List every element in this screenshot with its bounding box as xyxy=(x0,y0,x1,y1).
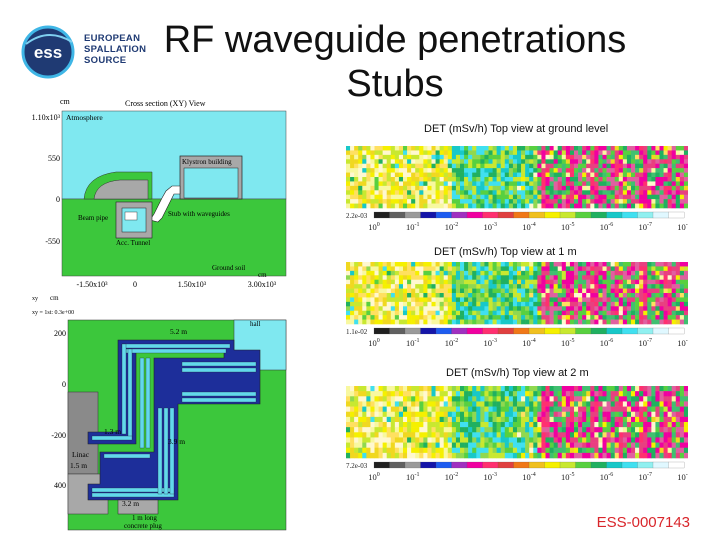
label-klystron: Klystron building xyxy=(182,158,232,166)
xy-xtick: 3.00x10³ xyxy=(248,280,277,289)
xy-ytick: 0 xyxy=(56,195,60,204)
logo-mark: ess xyxy=(34,43,62,62)
colorbar-tick: 10-3 xyxy=(484,472,498,482)
logo-text: EUROPEAN SPALLATION SOURCE xyxy=(84,33,146,66)
colorbar-tick: 10-2 xyxy=(445,472,459,482)
label-stub: Stub with waveguides xyxy=(168,210,230,218)
colorbar-tick: 10-8 xyxy=(677,338,688,348)
colorbar-tick: 10-6 xyxy=(600,222,614,232)
logo-line1: EUROPEAN xyxy=(84,33,141,44)
label-atmosphere: Atmosphere xyxy=(66,113,103,122)
label-5-2m: 5.2 m xyxy=(170,327,187,336)
title-line1: RF waveguide penetrations xyxy=(163,19,627,61)
corner-plane: xy = 1st: 0.3e+00 xyxy=(32,310,74,316)
label-ground-soil: Ground soil xyxy=(212,264,245,272)
label-plug-2: concrete plug xyxy=(124,522,162,530)
dose-caption-ground: DET (mSv/h) Top view at ground level xyxy=(424,123,609,135)
zoom-ytick: 400 xyxy=(54,481,66,490)
ground-soil-region xyxy=(61,198,287,277)
dose-caption-1m: DET (mSv/h) Top view at 1 m xyxy=(434,246,577,258)
colorbar-tick: 10-7 xyxy=(639,338,653,348)
zoom-unit: cm xyxy=(50,294,59,302)
slide-title: RF waveguide penetrations Stubs xyxy=(150,18,640,106)
dose-map-1m: 1.1e-02 100 10-1 10-2 10-3 10-4 10-5 10-6 10-7 10… xyxy=(346,262,691,358)
colorbar-tick: 10-1 xyxy=(406,472,420,482)
colorbar-tick: 100 xyxy=(368,338,380,348)
stub-with-waveguides xyxy=(149,185,181,223)
colorbar-tick: 10-7 xyxy=(639,222,653,232)
colorbar-tick: 10-4 xyxy=(522,338,536,348)
label-1-5m: 1.5 m xyxy=(70,461,87,470)
colorbar-tick: 100 xyxy=(368,472,380,482)
xy-cross-section-view: Cross section (XY) View cm Atmosphere Kl… xyxy=(30,94,288,294)
colorbar-tick: 10-5 xyxy=(561,338,575,348)
colorbar-tick: 10-5 xyxy=(561,472,575,482)
colorbar xyxy=(373,211,685,219)
dose-mosaic xyxy=(346,262,689,325)
stub-zoom-view: xy xy = 1st: 0.3e+00 cm hall xyxy=(28,292,290,532)
label-1-3m: 1.3 m xyxy=(104,427,121,436)
label-acc-tunnel: Acc. Tunnel xyxy=(116,239,150,247)
xy-ytick: 1.10x10³ xyxy=(32,113,61,122)
logo-line3: SOURCE xyxy=(84,55,127,66)
xy-view-unit: cm xyxy=(60,97,71,106)
logo-line2: SPALLATION xyxy=(84,44,147,55)
colorbar-tick: 10-4 xyxy=(522,222,536,232)
ess-logo: ess xyxy=(18,22,80,80)
scale-min-label: 1.1e-02 xyxy=(346,328,368,336)
xy-ytick: -550 xyxy=(45,237,60,246)
dose-mosaic xyxy=(346,146,689,209)
xy-xunit: cm xyxy=(258,271,267,279)
label-3-9m: 3.9 m xyxy=(168,437,185,446)
klystron-interior xyxy=(183,167,239,199)
dose-map-2m: 7.2e-03 100 10-1 10-2 10-3 10-4 10-5 10-6 10-7 10… xyxy=(346,386,691,496)
xy-xtick: 0 xyxy=(133,280,137,289)
document-id: ESS-0007143 xyxy=(596,514,690,531)
corner-axis: xy xyxy=(32,296,38,302)
zoom-ytick: 0 xyxy=(62,380,66,389)
ess-logo-icon: ess xyxy=(21,25,75,79)
dose-mosaic xyxy=(346,386,689,459)
xy-xtick: -1.50x10³ xyxy=(76,280,108,289)
colorbar-tick: 10-1 xyxy=(406,338,420,348)
dose-caption-2m: DET (mSv/h) Top view at 2 m xyxy=(446,367,589,379)
colorbar-tick: 10-5 xyxy=(561,222,575,232)
colorbar-tick: 10-2 xyxy=(445,338,459,348)
label-beam-pipe: Beam pipe xyxy=(78,214,108,222)
colorbar xyxy=(373,461,685,469)
concrete-shield xyxy=(93,179,149,200)
scale-min-label: 7.2e-03 xyxy=(346,462,368,470)
concrete-plug xyxy=(117,499,159,515)
waveguide-bundle xyxy=(91,343,257,498)
colorbar xyxy=(373,327,685,335)
colorbar-tick: 10-4 xyxy=(522,472,536,482)
colorbar-tick: 10-8 xyxy=(677,472,688,482)
scale-min-label: 2.2e-03 xyxy=(346,212,368,220)
colorbar-tick: 10-3 xyxy=(484,222,498,232)
colorbar-tick: 10-6 xyxy=(600,338,614,348)
colorbar-tick: 100 xyxy=(368,222,380,232)
zoom-ytick: 200 xyxy=(54,329,66,338)
title-line2: Stubs xyxy=(346,63,444,105)
beam-pipe xyxy=(124,211,138,221)
label-linac: Linac xyxy=(72,450,90,459)
label-plug-1: 1 m long xyxy=(132,514,157,522)
zoom-ytick: -200 xyxy=(51,431,66,440)
xy-xtick: 1.50x10³ xyxy=(178,280,207,289)
label-3-2m: 3.2 m xyxy=(122,499,139,508)
colorbar-tick: 10-3 xyxy=(484,338,498,348)
colorbar-tick: 10-6 xyxy=(600,472,614,482)
colorbar-tick: 10-8 xyxy=(677,222,688,232)
colorbar-tick: 10-2 xyxy=(445,222,459,232)
xy-view-title: Cross section (XY) View xyxy=(125,99,206,108)
xy-ytick: 550 xyxy=(48,154,60,163)
colorbar-tick: 10-1 xyxy=(406,222,420,232)
colorbar-tick: 10-7 xyxy=(639,472,653,482)
dose-map-ground: 2.2e-03 100 10-1 10-2 10-3 10-4 10-5 10-6 10-7 10… xyxy=(346,146,691,242)
label-hall: hall xyxy=(250,320,261,328)
